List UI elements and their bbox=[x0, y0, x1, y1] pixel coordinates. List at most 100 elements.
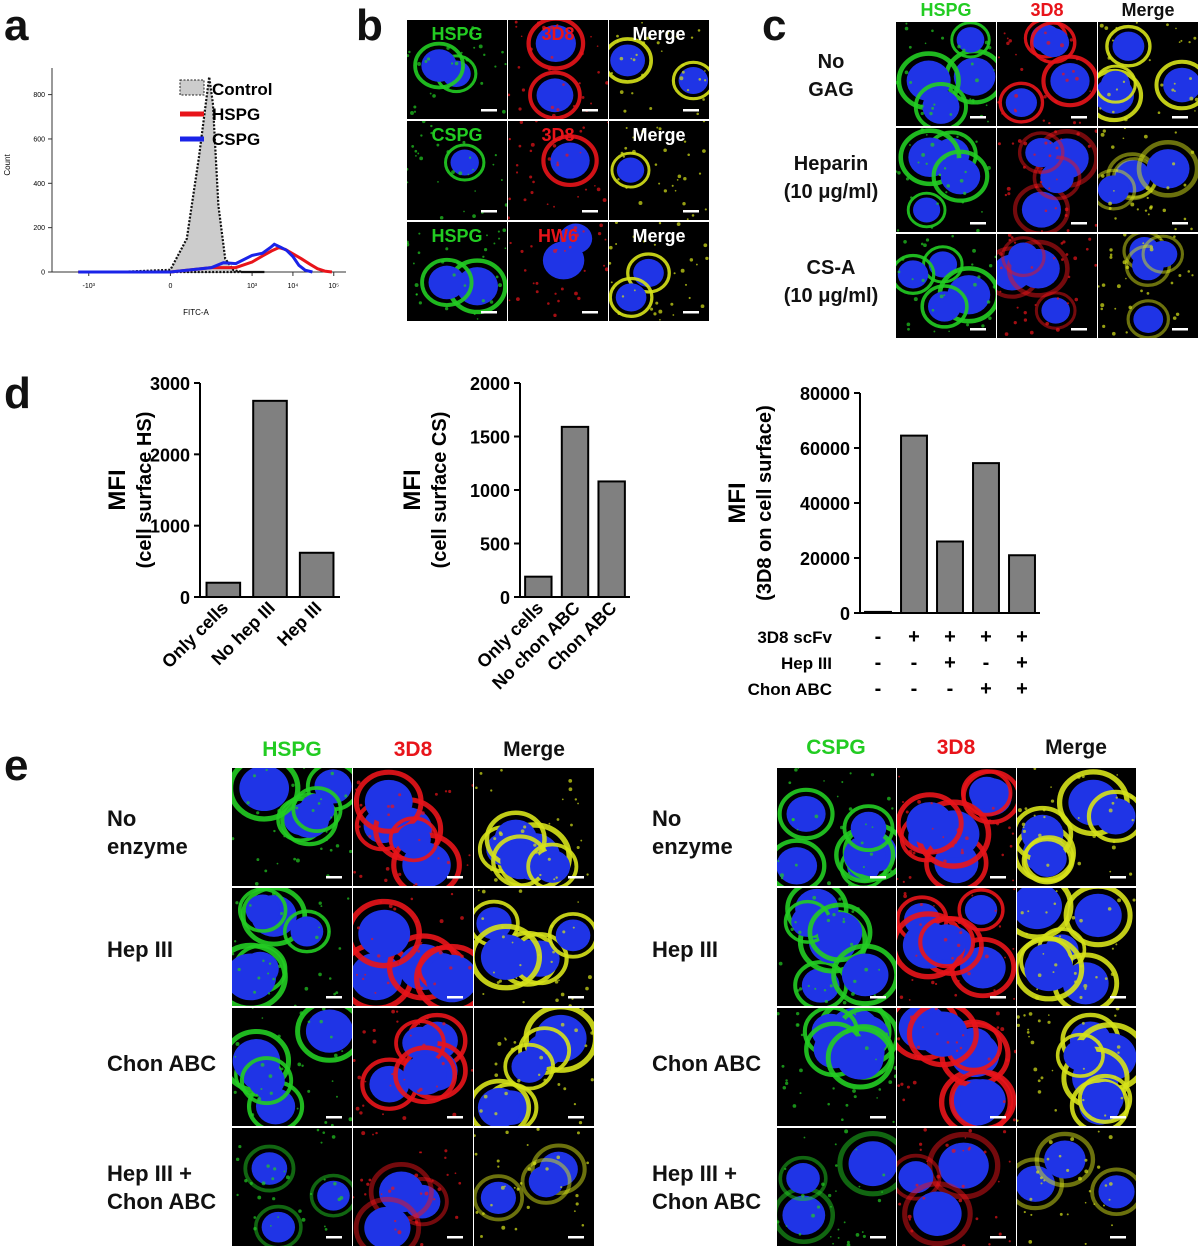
micrograph-merge bbox=[1098, 234, 1198, 338]
micrograph-red bbox=[997, 128, 1097, 232]
condition-sign: + bbox=[944, 652, 956, 674]
legend: Control HSPG CSPG bbox=[179, 79, 272, 149]
micrograph-red bbox=[508, 121, 608, 220]
panel-c-row-label: No GAG bbox=[808, 51, 854, 101]
y-tick-label: 1000 bbox=[470, 481, 510, 501]
micrograph-merge bbox=[1017, 1008, 1136, 1126]
micrograph-red bbox=[897, 1128, 1016, 1246]
x-tick-label: Hep III bbox=[273, 598, 325, 650]
condition-sign: + bbox=[1016, 652, 1028, 674]
y-tick-label: 500 bbox=[480, 535, 510, 555]
panel-c-header: 3D8 bbox=[1030, 0, 1064, 20]
bar bbox=[972, 462, 1000, 614]
x-axis-label: FITC-A bbox=[183, 308, 209, 317]
condition-sign: - bbox=[983, 652, 990, 674]
x-tick-label: 0 bbox=[168, 283, 172, 290]
micrograph-merge bbox=[474, 1008, 594, 1126]
panel-e-left-row-label: Hep III + Chon ABC bbox=[107, 1161, 217, 1214]
y-tick-label: 2000 bbox=[470, 374, 510, 394]
condition-label: Hep III bbox=[781, 654, 832, 673]
legend-label-hspg: HSPG bbox=[212, 105, 260, 124]
y-tick-label: 0 bbox=[840, 604, 850, 624]
condition-sign: - bbox=[875, 678, 882, 700]
panel-e-right-row-label: Hep III bbox=[652, 937, 719, 962]
micrograph-red bbox=[353, 888, 473, 1006]
condition-sign: - bbox=[911, 678, 918, 700]
micrograph-red bbox=[997, 22, 1097, 126]
x-tick-label: -10³ bbox=[83, 283, 96, 290]
panel-e-left-grid bbox=[232, 768, 594, 1248]
bar bbox=[864, 610, 892, 614]
micrograph-merge bbox=[609, 222, 709, 321]
micrograph-red bbox=[353, 1008, 473, 1126]
y-tick-label: 200 bbox=[33, 225, 45, 232]
y-axis-label: Count bbox=[3, 154, 12, 176]
y-tick-label: 0 bbox=[180, 588, 190, 608]
panel-e-left-header: HSPG bbox=[262, 738, 322, 761]
condition-sign: - bbox=[875, 652, 882, 674]
y-tick-label: 0 bbox=[41, 270, 45, 277]
x-tick-label: 10⁵ bbox=[328, 283, 339, 290]
x-tick-label: 10⁴ bbox=[288, 283, 299, 290]
panel-e-right-row-label: Hep III + Chon ABC bbox=[652, 1161, 762, 1214]
y-tick-label: 2000 bbox=[150, 445, 190, 465]
panel-b-label: Merge bbox=[632, 226, 686, 246]
series-cspg bbox=[78, 242, 313, 274]
micrograph-green bbox=[407, 222, 507, 321]
x-tick-label: 10³ bbox=[247, 283, 258, 290]
panel-b-grid: HSPG 3D8 Merge CSPG 3D8 Merge HSPG HW6 Merge bbox=[407, 20, 709, 322]
panel-e-left-header: 3D8 bbox=[393, 738, 433, 761]
panel-b-label: 3D8 bbox=[541, 125, 575, 145]
micrograph-merge bbox=[474, 1128, 594, 1246]
y-tick-label: 20000 bbox=[800, 549, 850, 569]
panel-e-right-header: Merge bbox=[1045, 736, 1107, 759]
legend-label-cspg: CSPG bbox=[212, 130, 260, 149]
condition-sign: + bbox=[1016, 678, 1028, 700]
panel-b-label: CSPG bbox=[431, 125, 483, 145]
y-tick-label: 800 bbox=[33, 92, 45, 99]
y-axis-label: MFI (cell surface HS) bbox=[104, 412, 156, 569]
micrograph-merge bbox=[1098, 128, 1198, 232]
panel-e-left-row-label: No enzyme bbox=[107, 806, 188, 859]
micrograph-green bbox=[896, 22, 996, 126]
bar bbox=[524, 575, 553, 598]
y-axis-label: MFI (3D8 on cell surface) bbox=[724, 405, 776, 601]
series-control bbox=[78, 76, 265, 274]
panel-letter-e: e bbox=[4, 741, 29, 790]
micrograph-green bbox=[896, 128, 996, 232]
y-axis-label: MFI (cell surface CS) bbox=[399, 412, 451, 569]
micrograph-red bbox=[508, 20, 608, 119]
condition-sign: - bbox=[875, 626, 882, 648]
micrograph-merge bbox=[1017, 888, 1136, 1006]
micrograph-red bbox=[897, 768, 1016, 886]
panel-e-right-row-label: Chon ABC bbox=[652, 1051, 762, 1076]
panel-c-row-label: Heparin (10 μg/ml) bbox=[783, 153, 879, 203]
condition-sign: + bbox=[908, 626, 920, 648]
panel-e-left-row-label: Chon ABC bbox=[107, 1051, 217, 1076]
bar bbox=[1008, 554, 1036, 614]
panel-b-label: 3D8 bbox=[541, 24, 575, 44]
micrograph-green bbox=[777, 1008, 896, 1126]
y-tick-label: 0 bbox=[500, 588, 510, 608]
condition-sign: - bbox=[947, 678, 954, 700]
y-tick-label: 1000 bbox=[150, 517, 190, 537]
micrograph-merge bbox=[1098, 22, 1198, 126]
micrograph-merge bbox=[609, 121, 709, 220]
micrograph-merge bbox=[474, 888, 594, 1006]
condition-sign: + bbox=[944, 626, 956, 648]
condition-label: Chon ABC bbox=[748, 680, 832, 699]
micrograph-green bbox=[777, 1128, 896, 1246]
micrograph-green bbox=[896, 234, 996, 338]
panel-c-header: Merge bbox=[1121, 0, 1175, 20]
bar bbox=[936, 540, 964, 614]
micrograph-merge bbox=[474, 768, 594, 886]
y-tick-label: 600 bbox=[33, 136, 45, 143]
panel-e-left-header: Merge bbox=[503, 738, 565, 761]
legend-swatch-control bbox=[179, 79, 205, 96]
flow-histogram: -10³ 0 10³ 10⁴ 10⁵ 0 200 400 600 800 Count FITC-A… bbox=[3, 68, 346, 317]
panel-b-label: HSPG bbox=[431, 226, 483, 246]
micrograph-green bbox=[232, 1008, 352, 1126]
